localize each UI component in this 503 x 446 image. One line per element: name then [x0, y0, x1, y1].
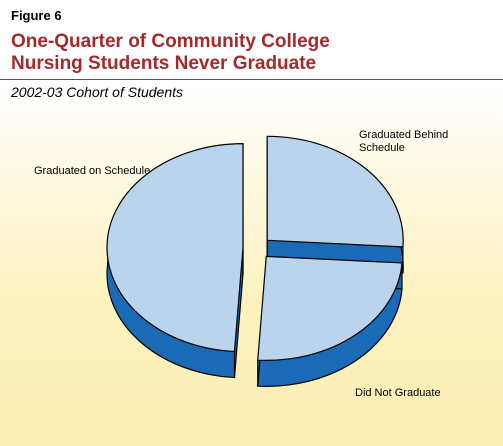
chart-title: One-Quarter of Community College Nursing…	[11, 31, 330, 74]
chart-background	[0, 80, 503, 446]
pie-slice	[106, 143, 244, 353]
slice-label: Graduated Behind Schedule	[359, 129, 449, 154]
chart-subtitle: 2002-03 Cohort of Students	[11, 84, 184, 100]
title-rule	[0, 79, 503, 80]
pie-slice	[257, 255, 403, 361]
figure-label: Figure 6	[11, 8, 62, 23]
slice-label: Did Not Graduate	[355, 387, 441, 399]
pie-slice	[266, 135, 404, 248]
slice-side-outline	[257, 281, 403, 387]
slice-label: Graduated on Schedule	[34, 165, 151, 177]
